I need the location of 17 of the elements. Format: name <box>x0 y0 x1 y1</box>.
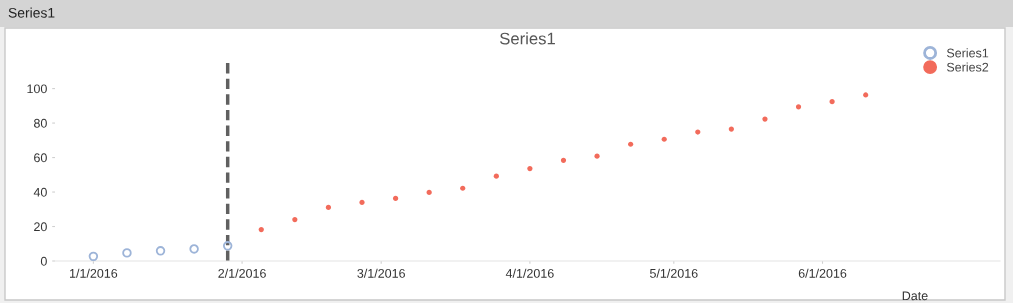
legend-label: Series1 <box>946 48 989 58</box>
x-tick-label: 5/1/2016 <box>649 268 698 278</box>
y-tick-label: 20 <box>34 222 47 232</box>
text: Series1 <box>8 7 55 18</box>
y-tick-label: 100 <box>27 84 47 94</box>
y-tick-label: 0 <box>40 256 47 266</box>
y-tick-label: 40 <box>33 187 47 197</box>
x-tick-label: 1/1/2016 <box>70 268 118 278</box>
legend-label: Series2 <box>946 62 989 72</box>
chart-title: Series1 <box>500 32 555 45</box>
x-tick-label: 4/1/2016 <box>505 268 554 278</box>
x-tick-label: 2/1/2016 <box>218 268 266 278</box>
x-tick-label: 3/1/2016 <box>357 268 405 278</box>
x-axis-title: Date <box>902 291 928 301</box>
y-tick-label: 80 <box>34 118 47 128</box>
x-tick-label: 6/1/2016 <box>798 268 847 278</box>
y-tick-label: 60 <box>34 153 47 163</box>
